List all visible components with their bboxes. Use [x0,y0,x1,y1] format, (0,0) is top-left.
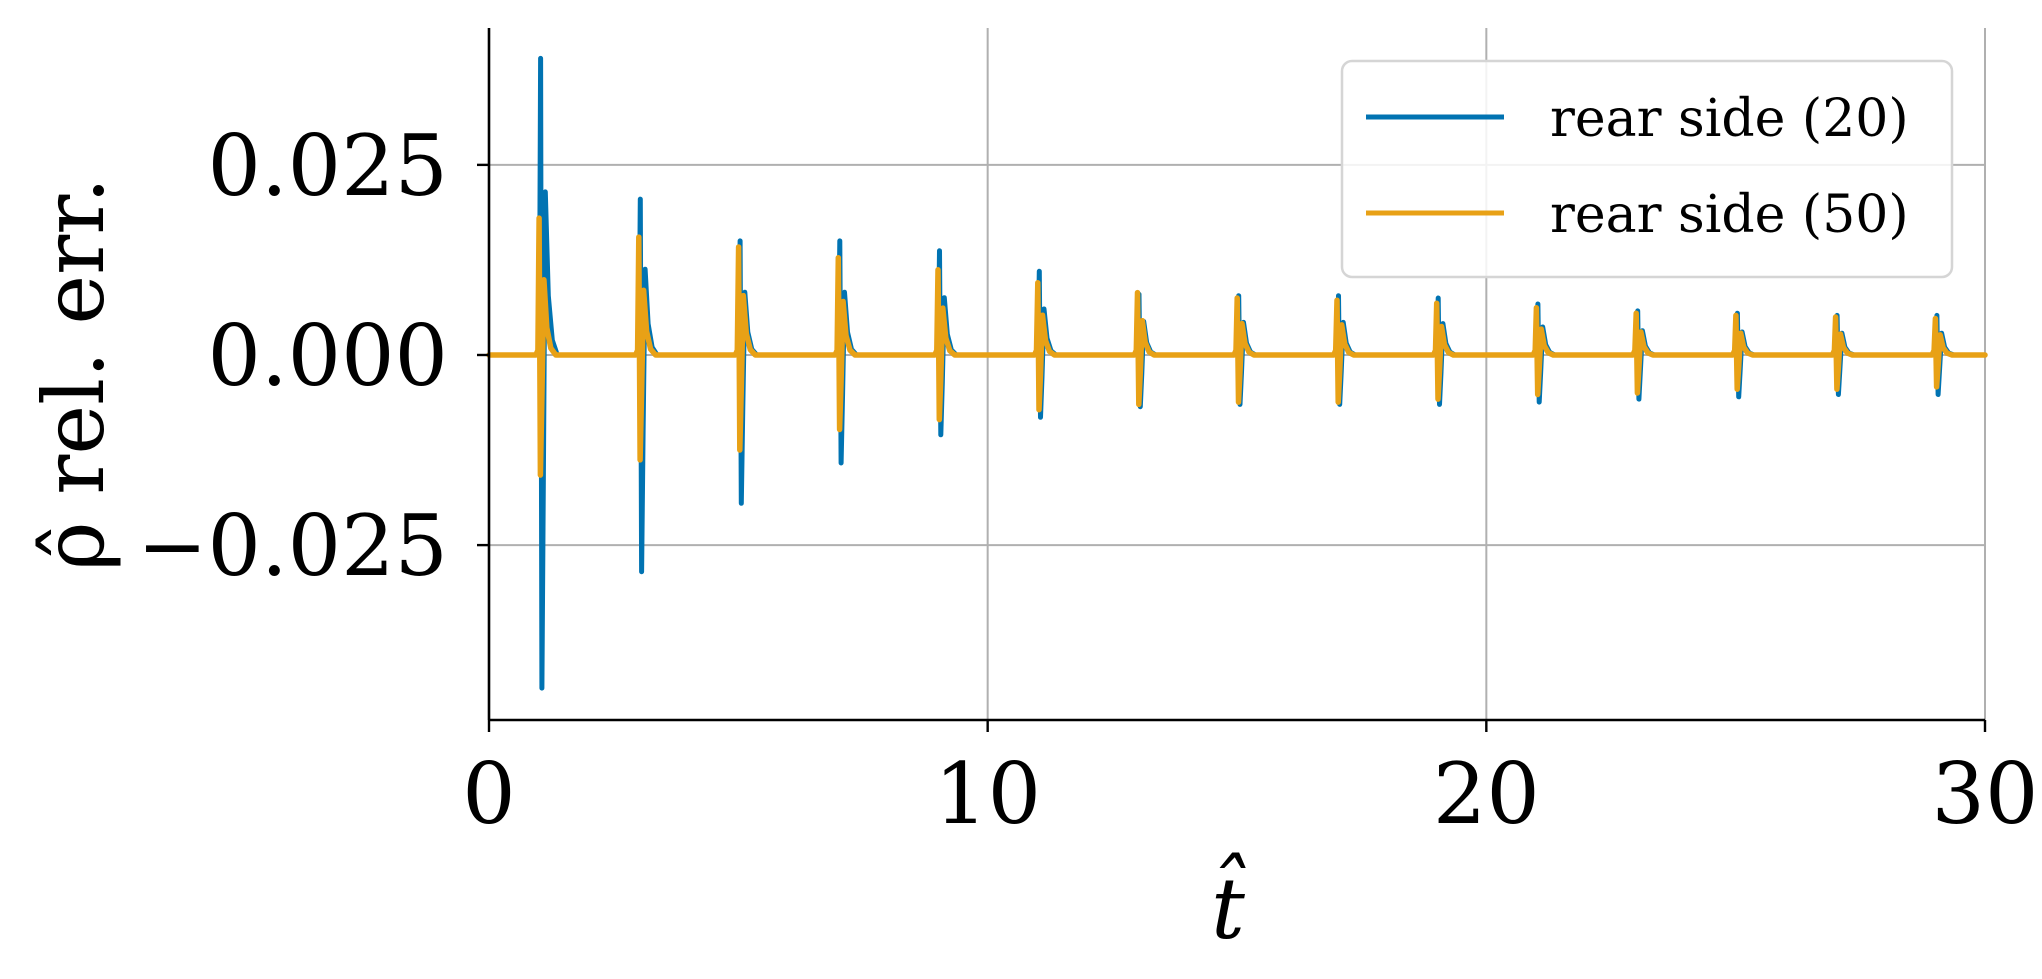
y-tick-label: −0.025 [137,497,448,595]
x-tick-label: 10 [934,745,1041,843]
axes [487,28,1985,722]
y-tick-label: 0.025 [208,117,448,215]
y-tick-label: 0.000 [208,307,448,405]
x-tick-label: 0 [462,745,515,843]
y-axis-label: ρ̂ rel. err. [25,177,123,571]
legend: rear side (20) rear side (50) [1340,59,1954,279]
series-line-rear-side-50 [486,215,1988,478]
series-layer [486,55,1988,691]
legend-label-20: rear side (20) [1550,89,1909,149]
x-axis-label: t̂ [1211,852,1246,958]
ticks: 0 10 20 30 0.025 0.000 −0.025 [137,117,2038,843]
x-tick-label: 20 [1433,745,1540,843]
legend-label-50: rear side (50) [1550,185,1909,245]
x-tick-label: 30 [1932,745,2039,843]
